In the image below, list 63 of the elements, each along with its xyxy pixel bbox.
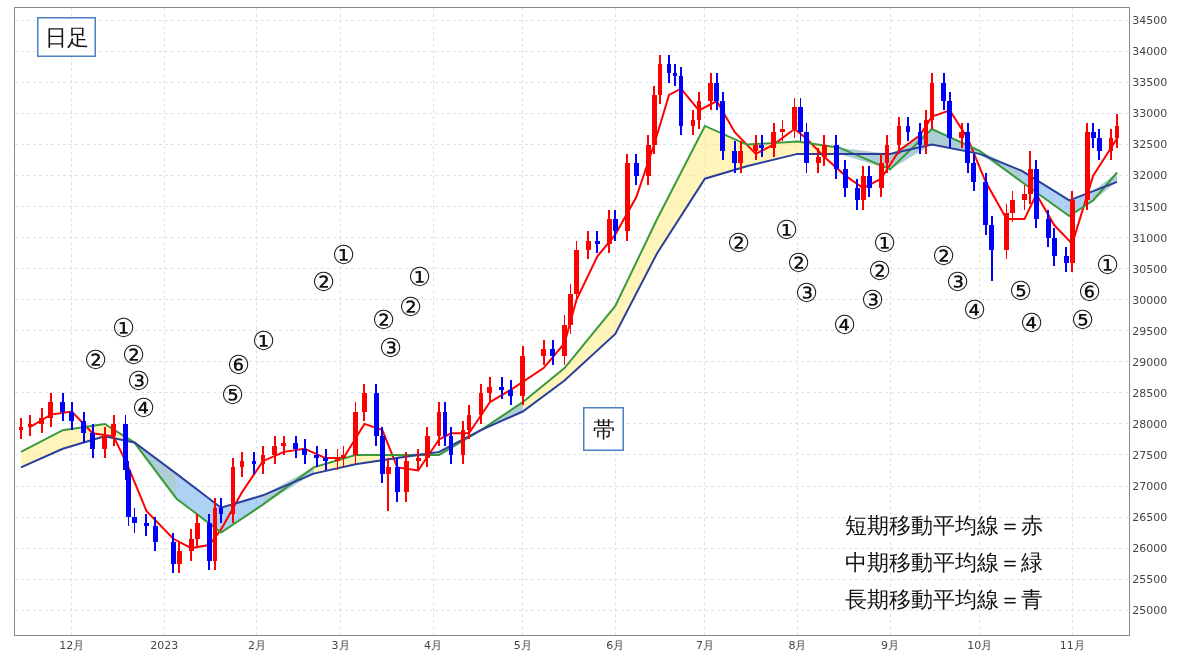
annotation: ④ bbox=[132, 393, 156, 423]
annotation: 短期移動平均線＝赤 bbox=[845, 513, 1043, 538]
x-tick-label: 9月 bbox=[881, 639, 900, 653]
annotation: ② bbox=[399, 292, 423, 322]
y-tick-label: 30500 bbox=[1132, 262, 1168, 276]
annotation: ① bbox=[332, 240, 356, 270]
annotation: ④ bbox=[963, 295, 987, 325]
x-tick-label: 3月 bbox=[331, 639, 350, 653]
annotation: ② bbox=[868, 256, 892, 286]
x-tick-label: 4月 bbox=[424, 639, 443, 653]
annotation: ① bbox=[112, 313, 136, 343]
y-tick-label: 32500 bbox=[1132, 138, 1168, 152]
y-tick-label: 28000 bbox=[1132, 417, 1168, 431]
annotation: ⑥ bbox=[227, 350, 251, 380]
annotation: ① bbox=[252, 326, 276, 356]
x-tick-label: 10月 bbox=[967, 639, 993, 653]
annotation: ③ bbox=[795, 278, 819, 308]
annotation: ③ bbox=[379, 333, 403, 363]
annotation: 中期移動平均線＝緑 bbox=[845, 550, 1043, 575]
y-tick-label: 34500 bbox=[1132, 14, 1168, 28]
annotation: ② bbox=[312, 267, 336, 297]
annotation: 長期移動平均線＝青 bbox=[845, 587, 1043, 612]
annotation: ⑤ bbox=[1071, 305, 1095, 335]
annotation: ⑤ bbox=[1009, 276, 1033, 306]
y-tick-label: 26500 bbox=[1132, 510, 1168, 524]
annotation: ② bbox=[372, 305, 396, 335]
annotation: ④ bbox=[1020, 308, 1044, 338]
x-tick-label: 6月 bbox=[606, 639, 625, 653]
annotation: ④ bbox=[833, 310, 857, 340]
text: 日足 bbox=[44, 24, 89, 50]
x-tick-label: 12月 bbox=[59, 639, 85, 653]
x-tick-label: 5月 bbox=[513, 639, 532, 653]
annotation: ⑥ bbox=[1078, 277, 1102, 307]
annotation: ① bbox=[408, 262, 432, 292]
annotation: ② bbox=[84, 345, 108, 375]
annotation: ⑤ bbox=[221, 380, 245, 410]
x-tick-label: 2月 bbox=[247, 639, 266, 653]
annotation: ① bbox=[1096, 250, 1120, 280]
x-tick-label: 7月 bbox=[695, 639, 714, 653]
y-tick-label: 31000 bbox=[1132, 231, 1168, 245]
annotation: 帯 bbox=[592, 416, 615, 442]
y-tick-label: 26000 bbox=[1132, 541, 1168, 555]
y-tick-label: 31500 bbox=[1132, 200, 1168, 214]
y-tick-label: 34000 bbox=[1132, 45, 1168, 59]
y-tick-label: 33000 bbox=[1132, 107, 1168, 121]
y-tick-label: 32000 bbox=[1132, 169, 1168, 183]
x-tick-label: 8月 bbox=[788, 639, 807, 653]
annotation: ③ bbox=[861, 285, 885, 315]
y-tick-label: 28500 bbox=[1132, 386, 1168, 400]
y-tick-label: 33500 bbox=[1132, 76, 1168, 90]
annotation: ② bbox=[787, 248, 811, 278]
annotation: ① bbox=[775, 215, 799, 245]
y-tick-label: 29000 bbox=[1132, 355, 1168, 369]
y-tick-label: 30000 bbox=[1132, 293, 1168, 307]
y-tick-label: 25000 bbox=[1132, 604, 1168, 618]
y-tick-label: 27500 bbox=[1132, 448, 1168, 462]
y-tick-label: 29500 bbox=[1132, 324, 1168, 338]
x-tick-label: 2023 bbox=[150, 639, 179, 653]
annotation: ① bbox=[873, 228, 897, 258]
x-tick-label: 11月 bbox=[1059, 639, 1085, 653]
y-tick-label: 27000 bbox=[1132, 479, 1168, 493]
annotation: ② bbox=[727, 228, 751, 258]
y-tick-label: 25500 bbox=[1132, 572, 1168, 586]
